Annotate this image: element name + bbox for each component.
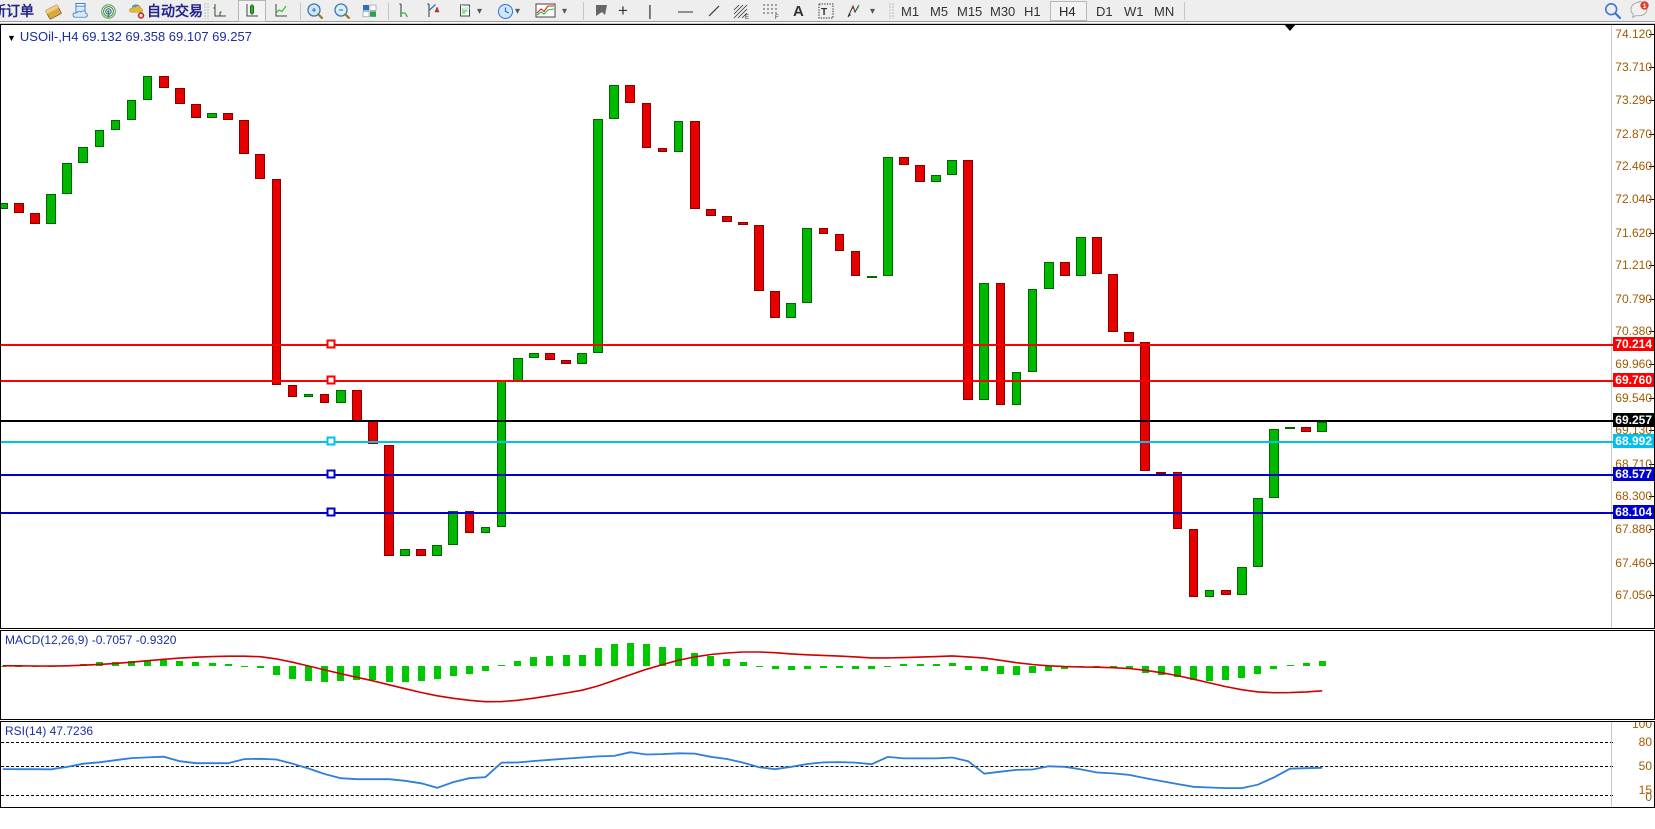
svg-text:T: T: [821, 7, 827, 18]
svg-text:E: E: [745, 15, 749, 20]
svg-text:F: F: [775, 15, 779, 20]
svg-text:1: 1: [1643, 3, 1647, 10]
